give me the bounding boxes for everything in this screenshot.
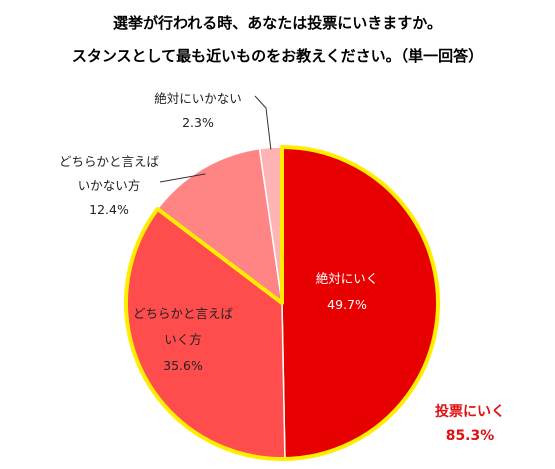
slice-labels: 絶対にいく 49.7% どちらかと言えばいく方 35.6% どちらかと言えばいかない方 1… — [59, 91, 378, 373]
slice-value-1: 49.7% — [327, 297, 367, 312]
slice-label-4: 絶対にいかない — [154, 91, 242, 106]
slice-label-1: 絶対にいく — [316, 271, 379, 286]
chart-title-line-2: スタンスとして最も近いものをお教えください。（単一回答） — [71, 47, 484, 65]
summary-label: 投票にいく — [435, 404, 505, 420]
slice-value-4: 2.3% — [182, 115, 214, 130]
slice-label-2: どちらかと言えばいく方 — [133, 306, 234, 347]
slice-label-3: どちらかと言えばいかない方 — [59, 154, 160, 193]
summary-annotation: 投票にいく 85.3% — [435, 404, 505, 444]
chart-title-line-1: 選挙が行われる時、あなたは投票にいきますか。 — [113, 14, 442, 32]
slice-value-3: 12.4% — [89, 202, 129, 217]
leader-lines — [159, 95, 272, 183]
leader-line-3 — [159, 173, 206, 183]
group-outline-path — [124, 145, 440, 461]
pie-slice-3 — [156, 147, 284, 305]
summary-value: 85.3% — [446, 428, 495, 444]
voting-group-outline — [124, 145, 440, 461]
leader-line-4 — [254, 95, 272, 150]
slice-value-2: 35.6% — [163, 358, 203, 373]
